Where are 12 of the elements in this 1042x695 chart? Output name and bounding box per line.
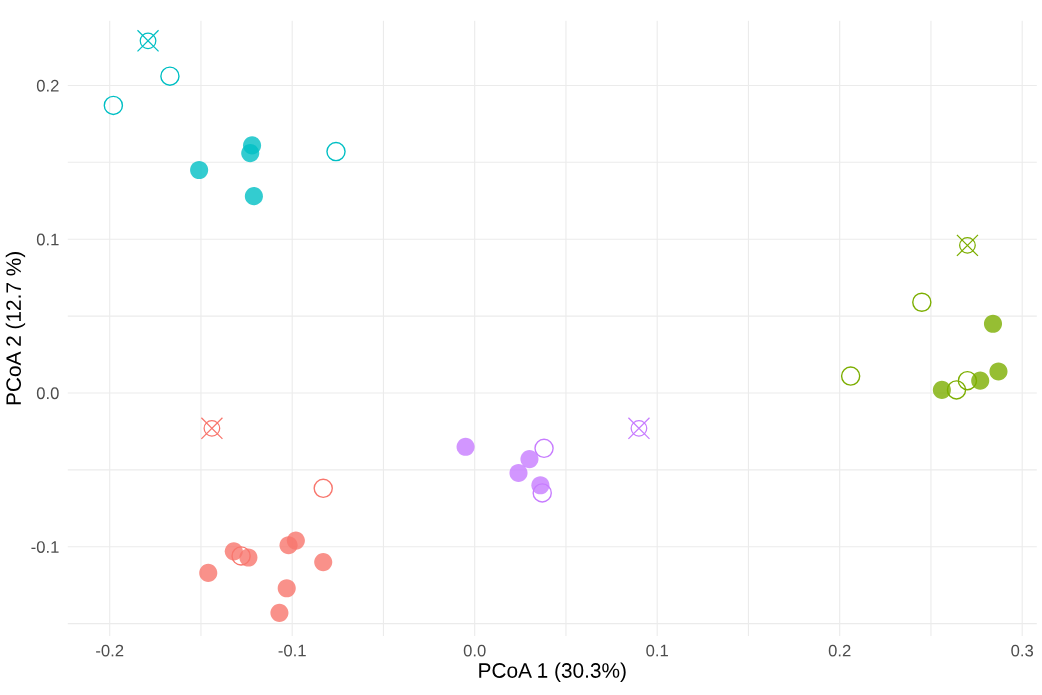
y-axis-title: PCoA 2 (12.7 %) xyxy=(5,252,26,405)
x-axis-title: PCoA 1 (30.3%) xyxy=(479,662,626,682)
y-tick-label: 0.2 xyxy=(36,79,59,92)
x-tick-label: -0.2 xyxy=(96,644,124,657)
x-tick-label: 0.3 xyxy=(1011,644,1034,657)
y-tick-label: -0.1 xyxy=(31,541,59,553)
x-tick-label: 0.0 xyxy=(463,644,486,657)
x-tick-label: 0.1 xyxy=(646,644,668,657)
x-tick-label: -0.1 xyxy=(278,644,306,657)
y-tick-label: 0.0 xyxy=(36,387,59,400)
y-tick-label: 0.1 xyxy=(36,233,59,246)
x-tick-label: 0.2 xyxy=(828,644,851,657)
